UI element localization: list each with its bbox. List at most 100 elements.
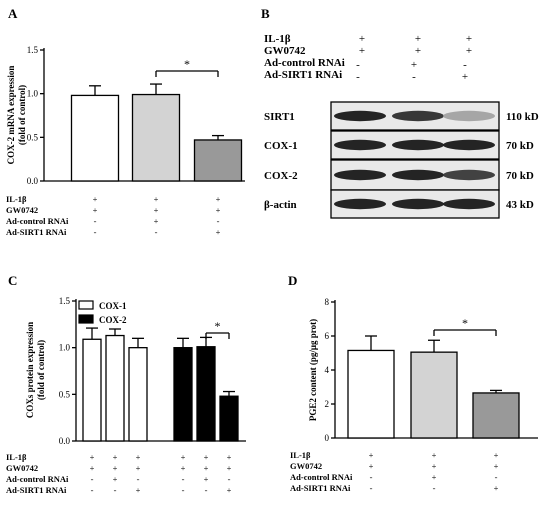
panel-c-condition-mark: + [113,463,118,473]
panel-a-bar [193,139,243,182]
panel-a-y-tick-label: 1.5 [27,45,39,55]
panel-c-bar-cox-2 [196,346,216,442]
panel-c-condition-mark: - [228,474,231,484]
panel-c-condition-mark: + [227,463,232,473]
panel-a-letter: A [8,6,18,21]
panel-b-letter: B [261,6,270,21]
panel-a-condition-label: Ad-control RNAi [6,216,69,226]
panel-c-condition-mark: - [114,485,117,495]
panel-c-legend-label: COX-2 [99,315,127,325]
panel-c-condition-label: Ad-control RNAi [6,474,69,484]
panel-b-band [443,169,495,181]
panel-c-condition-mark: - [182,474,185,484]
panel-c-y-tick-label: 0.0 [59,436,71,446]
panel-a-condition-mark: - [94,216,97,226]
panel-d-condition-mark: - [433,483,436,493]
panel-b-condition-mark: + [411,59,417,71]
panel-c-y-axis-label-line: (fold of control) [36,340,46,400]
panel-a-condition-mark: + [216,227,221,237]
panel-b-condition-label: Ad-control RNAi [264,57,345,69]
panel-c-condition-label: IL-1β [6,452,27,462]
panel-a-condition-mark: + [93,205,98,215]
panel-d-significance-star: * [462,316,468,330]
panel-c-y-tick-label: 1.5 [59,296,71,306]
panel-c-bar-cox-1 [105,334,125,442]
panel-a-y-tick-label: 0.0 [27,176,39,186]
panel-b-band [334,169,386,181]
panel-d-condition-mark: + [369,461,374,471]
panel-d-condition-label: IL-1β [290,450,311,460]
panel-c-condition-mark: - [182,485,185,495]
panel-b-condition-label: GW0742 [264,45,306,57]
panel-a-y-axis-label-line: COX-2 mRNA expression [6,66,16,165]
panel-d-condition-mark: + [432,450,437,460]
panel-d-y-tick-label: 4 [325,365,330,375]
panel-d-y-tick-label: 0 [325,433,330,443]
panel-a-chart: 0.0 0.5 1.0 1.5 * COX-2 mRNA expression(fold … [6,45,245,237]
panel-c-condition-mark: - [91,485,94,495]
panel-d-y-tick-label: 8 [325,297,330,307]
panel-c-legend-swatch [78,314,94,324]
panel-b-condition-mark: + [462,71,468,83]
panel-b-condition-label: IL-1β [264,33,291,45]
panel-b-size-label: 70 kD [506,140,534,152]
panel-b-size-label: 110 kD [506,111,539,123]
panel-c-bar-cox-2 [173,347,193,442]
panel-a-y-axis-label: COX-2 mRNA expression(fold of control) [6,66,27,165]
panel-c-bar-cox-1 [128,347,148,442]
panel-d-condition-label: Ad-SIRT1 RNAi [290,483,351,493]
panel-a-condition-label: Ad-SIRT1 RNAi [6,227,67,237]
panel-c-condition-mark: - [205,485,208,495]
panel-a-condition-mark: + [154,205,159,215]
panel-d-condition-mark: - [495,472,498,482]
panel-c-significance-star: * [215,319,221,333]
panel-c-bar-cox-2 [219,395,239,442]
panel-b-condition-label: Ad-SIRT1 RNAi [264,69,342,81]
panel-c-condition-mark: + [181,463,186,473]
panel-b-band [443,198,495,210]
panel-b-band [334,198,386,210]
panel-a-y-tick-label: 0.5 [27,132,39,142]
panel-d-letter: D [288,273,297,288]
panel-a-condition-mark: - [217,216,220,226]
panel-c-letter: C [8,273,17,288]
panel-c-legend-swatch [78,300,94,310]
panel-c-condition-mark: + [227,485,232,495]
panel-b-band [392,110,444,122]
panel-b-band [334,110,386,122]
panel-a-condition-label: GW0742 [6,205,38,215]
panel-b-condition-mark: - [356,71,360,83]
panel-b-band [443,139,495,151]
panel-b-condition-mark: + [415,45,421,57]
panel-c-condition-mark: + [90,463,95,473]
panel-b-band [392,139,444,151]
panel-d-bar [410,351,458,439]
panel-c-legend-label: COX-1 [99,301,127,311]
panel-b-condition-mark: + [359,45,365,57]
panel-c-condition-label: GW0742 [6,463,38,473]
panel-c-condition-mark: + [204,463,209,473]
panel-d-condition-mark: + [432,461,437,471]
panel-a-condition-mark: - [155,227,158,237]
panel-c-y-tick-label: 1.0 [59,343,71,353]
panel-b-band [443,110,495,122]
panel-c-condition-label: Ad-SIRT1 RNAi [6,485,67,495]
panel-b-band [334,139,386,151]
panel-c-condition-mark: - [91,474,94,484]
panel-d-condition-mark: + [432,472,437,482]
panel-d-y-axis-label: PGE2 content (pg/μg prot) [308,319,318,421]
panel-a-bar [131,93,181,182]
panel-c-condition-mark: + [136,452,141,462]
panel-a-y-axis-label-line: (fold of control) [17,85,27,145]
panel-a-bar [70,94,120,182]
panel-c-y-axis-label: COXs protein expression(fold of control) [25,322,46,418]
panel-b-condition-mark: + [466,45,472,57]
panel-c-bar-cox-1 [82,338,102,442]
panel-c-y-tick-label: 0.5 [59,389,71,399]
panel-b-condition-mark: + [415,33,421,45]
panel-d-condition-mark: + [494,483,499,493]
panel-b-protein-label: COX-1 [264,140,298,152]
panel-a-condition-label: IL-1β [6,194,27,204]
